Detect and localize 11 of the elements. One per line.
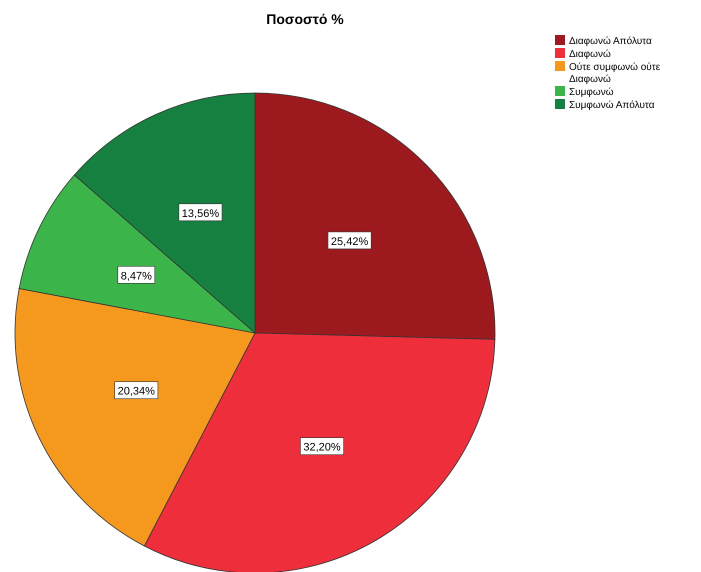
data-label: 13,56% — [182, 208, 220, 220]
legend-label: Διαφωνώ — [569, 49, 611, 60]
legend-label: Συμφωνώ Απόλυτα — [569, 100, 655, 111]
legend-label: Συμφωνώ — [569, 87, 614, 98]
legend-label: Διαφωνώ Απόλυτα — [569, 36, 652, 47]
chart-title: Ποσοστό % — [266, 11, 344, 27]
data-label: 32,20% — [303, 442, 341, 454]
data-label: 8,47% — [120, 270, 152, 282]
data-label: 20,34% — [118, 386, 156, 398]
data-label: 25,42% — [330, 236, 368, 248]
legend-label: Ούτε συμφωνώ ούτε Διαφωνώ — [569, 62, 661, 85]
